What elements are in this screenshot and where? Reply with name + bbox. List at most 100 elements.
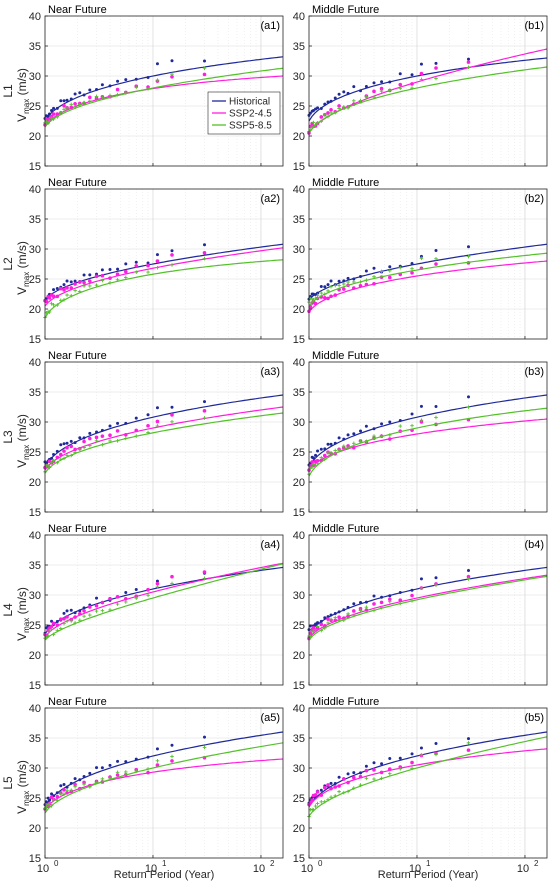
marker-ssp585 [82,782,86,786]
marker-historical [434,741,438,745]
marker-ssp245 [466,574,471,579]
marker-historical [124,760,128,764]
marker-ssp245 [313,301,318,306]
marker-ssp245 [466,748,471,752]
marker-ssp245 [62,788,66,792]
marker-historical [82,606,86,610]
marker-ssp245 [146,587,150,592]
series-line-ssp245 [308,260,548,313]
marker-historical [88,771,92,775]
marker-historical [359,429,363,433]
marker-ssp585 [313,627,318,632]
marker-ssp585 [47,310,52,314]
plot-area [309,189,547,339]
marker-historical [62,611,66,615]
marker-ssp585 [100,442,105,447]
marker-ssp245 [341,287,346,291]
y-tick-label: 35 [29,733,41,745]
marker-historical [69,781,73,785]
marker-ssp585 [51,798,56,802]
marker-ssp585 [123,275,128,280]
marker-ssp245 [100,434,105,438]
marker-ssp585 [398,601,403,606]
marker-historical [352,432,356,436]
marker-ssp585 [310,125,314,130]
series-line-ssp585 [44,412,284,474]
marker-ssp245 [322,453,327,458]
marker-ssp245 [100,273,105,278]
marker-ssp245 [55,112,60,116]
marker-ssp585 [434,76,438,81]
marker-historical [329,279,333,283]
marker-ssp585 [364,776,369,781]
marker-historical [329,99,333,103]
marker-historical [95,88,99,92]
marker-historical [333,611,337,615]
marker-historical [364,424,368,428]
panel-title: Near Future [48,350,107,362]
marker-ssp245 [322,296,327,300]
marker-ssp585 [319,800,324,804]
y-tick-label: 25 [29,274,41,286]
marker-historical [333,441,337,445]
marker-ssp585 [329,450,333,455]
marker-ssp585 [55,460,60,465]
marker-historical [419,254,423,258]
marker-historical [46,796,50,800]
marker-historical [434,576,438,580]
marker-ssp585 [73,621,77,625]
marker-ssp245 [44,117,49,122]
marker-ssp245 [115,773,120,777]
marker-ssp585 [73,105,77,109]
marker-ssp585 [329,617,333,622]
axes-box [308,534,548,686]
marker-historical [108,424,112,428]
marker-ssp585 [466,741,471,745]
marker-historical [323,102,327,106]
panel-a5: 15 20 25 30 35 40 10 0 10 1 10 2 Near Future (a5) L5Vm… [1,696,284,875]
y-tick-label: 35 [29,387,41,399]
marker-ssp585 [333,615,338,620]
series-line-ssp585 [308,575,548,641]
marker-historical [364,600,368,604]
marker-ssp585 [108,776,112,780]
marker-ssp585 [322,799,327,804]
marker-historical [55,791,59,795]
marker-historical [329,442,333,446]
marker-historical [364,269,368,273]
marker-ssp585 [115,278,120,282]
marker-historical [202,59,206,63]
marker-ssp245 [73,615,77,619]
marker-ssp585 [55,628,60,633]
marker-ssp585 [49,460,54,465]
y-tick-label: 15 [29,680,41,692]
marker-historical [398,72,402,76]
marker-ssp585 [155,758,160,763]
plot-area [45,189,283,339]
marker-historical [466,395,470,399]
marker-ssp245 [333,785,338,789]
marker-historical [73,441,77,445]
marker-ssp585 [65,788,69,793]
marker-historical [372,81,376,85]
marker-historical [388,594,392,598]
marker-historical [50,109,54,113]
marker-ssp245 [65,790,69,795]
y-tick-label: 15 [29,334,41,346]
marker-historical [419,404,423,408]
marker-ssp245 [313,793,318,797]
marker-historical [419,62,423,66]
marker-ssp245 [434,262,438,266]
marker-ssp585 [73,784,77,789]
marker-ssp245 [319,622,324,627]
marker-ssp585 [341,444,346,448]
panel-b4: 15 20 25 30 35 40 Middle Future (b4) [293,523,548,692]
marker-ssp585 [94,94,99,99]
marker-ssp585 [77,289,82,294]
panel-title: Middle Future [312,350,379,362]
marker-ssp245 [115,595,120,599]
x-tick-exponent: 2 [270,859,275,868]
